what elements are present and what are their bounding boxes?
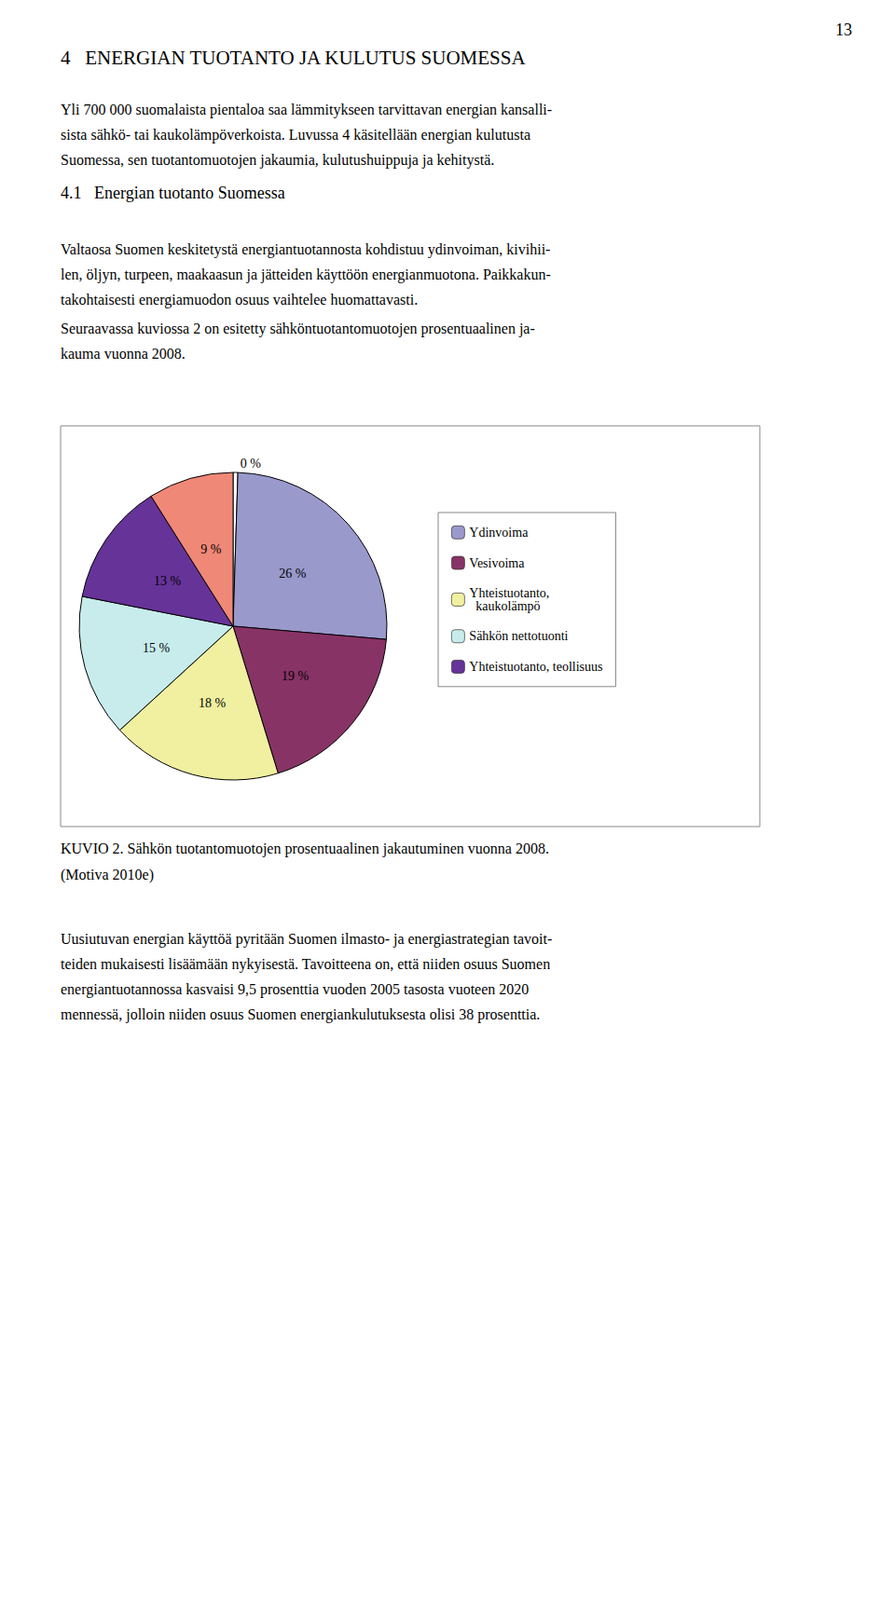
svg-text:Ydinvoima: Ydinvoima: [468, 525, 529, 540]
svg-text:Sähkön nettotuonti: Sähkön nettotuonti: [468, 629, 568, 644]
svg-text:mennessä, jolloin niiden osuus: mennessä, jolloin niiden osuus Suomen en…: [60, 1006, 540, 1024]
svg-text:Yhteistuotanto,: Yhteistuotanto,: [468, 586, 550, 601]
svg-text:0 %: 0 %: [240, 456, 262, 471]
svg-text:13 %: 13 %: [153, 574, 182, 589]
svg-text:Vesivoima: Vesivoima: [468, 556, 525, 571]
svg-text:4 ENERGIAN TUOTANTO JA KULUT: 4 ENERGIAN TUOTANTO JA KULUTUS SUOMESSA: [60, 46, 526, 69]
svg-text:19 %: 19 %: [281, 669, 310, 684]
svg-text:26 %: 26 %: [278, 566, 307, 581]
svg-text:15 %: 15 %: [142, 641, 171, 656]
svg-text:13: 13: [835, 20, 853, 40]
svg-text:Suomessa, sen tuotantomuotojen: Suomessa, sen tuotantomuotojen jakaumia,…: [60, 151, 495, 169]
svg-text:Seuraavassa kuviossa 2 on esit: Seuraavassa kuviossa 2 on esitetty sähkö…: [60, 320, 536, 338]
svg-text:teiden mukaisesti lisäämään ny: teiden mukaisesti lisäämään nykyisestä. …: [60, 956, 551, 974]
svg-text:(Motiva 2010e): (Motiva 2010e): [60, 867, 154, 884]
svg-text:takohtaisesti energiamuodon os: takohtaisesti energiamuodon osuus vaihte…: [60, 291, 418, 309]
svg-text:KUVIO 2. Sähkön tuotantomuotoj: KUVIO 2. Sähkön tuotantomuotojen prosent…: [60, 840, 550, 858]
svg-text:Valtaosa Suomen keskitetystä e: Valtaosa Suomen keskitetystä energiantuo…: [60, 241, 551, 259]
svg-text:energiantuotannossa kasvaisi 9: energiantuotannossa kasvaisi 9,5 prosent…: [60, 981, 529, 999]
svg-text:sista sähkö- tai kaukolämpöver: sista sähkö- tai kaukolämpöverkoista. Lu…: [60, 126, 531, 144]
svg-text:kaukolämpö: kaukolämpö: [468, 599, 540, 614]
svg-text:18 %: 18 %: [198, 696, 227, 711]
svg-text:kauma vuonna 2008.: kauma vuonna 2008.: [60, 345, 186, 362]
svg-text:9 %: 9 %: [200, 542, 222, 557]
svg-text:4.1 Energian tuotanto Suomes: 4.1 Energian tuotanto Suomessa: [60, 183, 286, 203]
svg-text:len, öljyn, turpeen, maakaasun: len, öljyn, turpeen, maakaasun ja jättei…: [60, 266, 551, 284]
svg-text:Yhteistuotanto, teollisuus: Yhteistuotanto, teollisuus: [468, 660, 603, 675]
svg-text:Yli 700 000 suomalaista pienta: Yli 700 000 suomalaista pientaloa saa lä…: [60, 101, 552, 119]
svg-text:Uusiutuvan energian käyttöä py: Uusiutuvan energian käyttöä pyritään Suo…: [60, 931, 552, 949]
